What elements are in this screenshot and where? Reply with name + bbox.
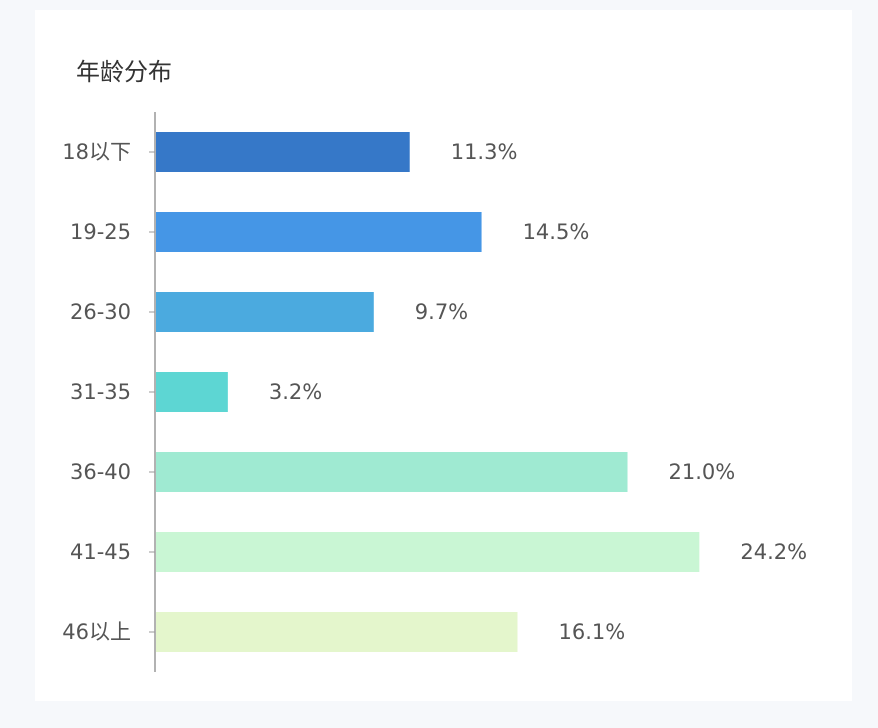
- value-label-1: 11.3%: [451, 140, 518, 164]
- bar-5: [156, 452, 628, 492]
- bar-7: [156, 612, 518, 652]
- y-tick-label-1: 18以下: [62, 140, 131, 164]
- y-tick-label-6: 41-45: [70, 540, 131, 564]
- bar-3: [156, 292, 374, 332]
- y-tick-label-4: 31-35: [70, 380, 131, 404]
- value-label-4: 3.2%: [269, 380, 322, 404]
- value-label-3: 9.7%: [415, 300, 468, 324]
- bar-4: [156, 372, 228, 412]
- y-tick-label-7: 46以上: [62, 620, 131, 644]
- chart-title: 年龄分布: [76, 58, 172, 86]
- value-label-7: 16.1%: [558, 620, 625, 644]
- labels-group: 11.3% 14.5% 9.7% 3.2% 21.0% 24.2% 16.1%: [269, 140, 807, 644]
- bar-1: [156, 132, 410, 172]
- bars-group: [156, 132, 700, 652]
- value-label-5: 21.0%: [669, 460, 736, 484]
- bar-2: [156, 212, 482, 252]
- y-tick-label-5: 36-40: [70, 460, 131, 484]
- value-label-2: 14.5%: [523, 220, 590, 244]
- bar-6: [156, 532, 700, 572]
- y-tick-label-2: 19-25: [70, 220, 131, 244]
- y-tick-label-3: 26-30: [70, 300, 131, 324]
- chart-card: [35, 10, 852, 701]
- value-label-6: 24.2%: [740, 540, 807, 564]
- axis-group: 18以下 19-25 26-30 31-35 36-40 41-45 46以上: [62, 112, 156, 672]
